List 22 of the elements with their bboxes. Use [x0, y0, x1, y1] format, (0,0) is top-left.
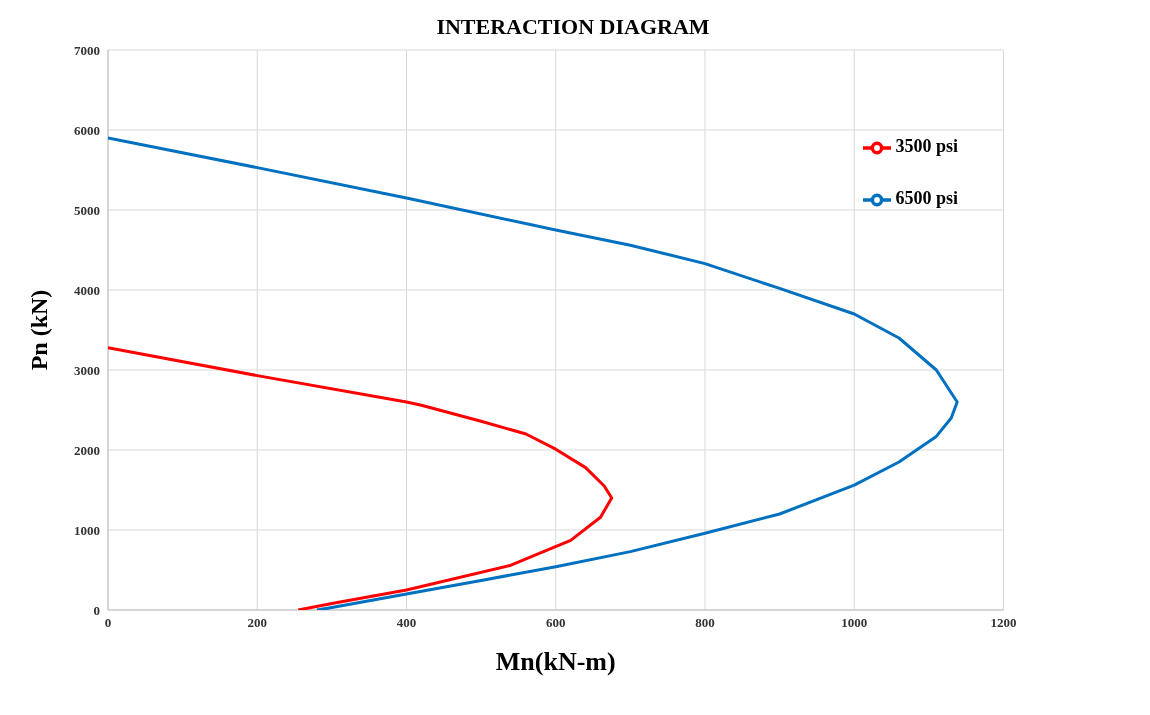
x-tick-label: 400	[396, 615, 417, 631]
legend-label: 3500 psi	[895, 136, 958, 156]
x-tick-label: 800	[695, 615, 715, 631]
y-tick-label: 2000	[74, 442, 100, 458]
y-tick-label: 7000	[74, 42, 100, 58]
chart-title: INTERACTION DIAGRAM	[435, 14, 711, 40]
y-axis-title: Pn (kN)	[25, 289, 52, 371]
x-tick-label: 600	[545, 615, 566, 631]
y-tick-label: 4000	[74, 282, 100, 298]
x-tick-label: 1000	[841, 615, 868, 631]
y-tick-label: 0	[93, 602, 100, 618]
line-series	[108, 136, 959, 610]
legend-label: 6500 psi	[895, 188, 958, 208]
x-tick-label: 1200	[990, 615, 1017, 631]
y-tick-label: 3000	[74, 362, 100, 378]
y-tick-label: 5000	[74, 202, 100, 218]
x-axis-title: Mn(kN-m)	[495, 647, 616, 676]
line-series	[108, 346, 614, 610]
y-tick-label: 6000	[74, 122, 100, 138]
x-tick-label: 0	[104, 615, 112, 631]
x-tick-label: 200	[247, 615, 267, 631]
y-tick-label: 1000	[74, 522, 100, 538]
